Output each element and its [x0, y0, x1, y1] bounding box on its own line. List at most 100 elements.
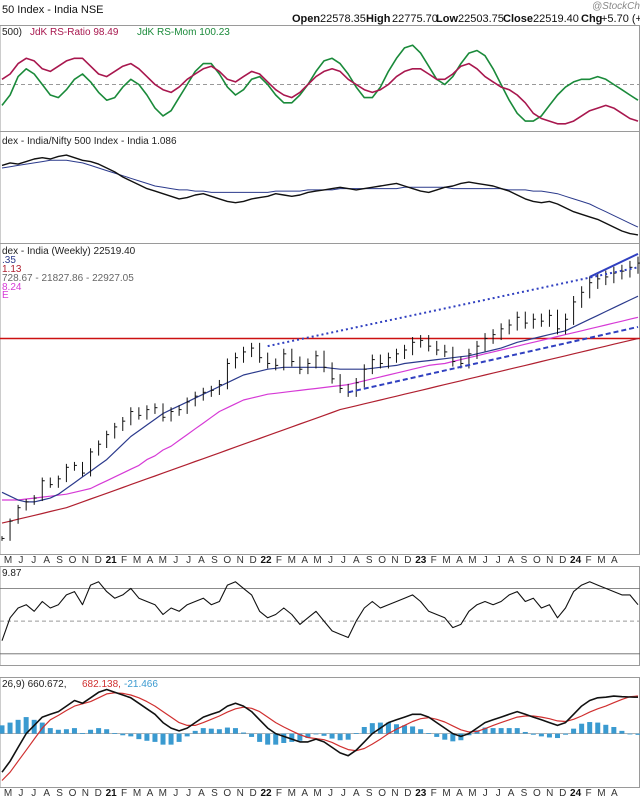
x-tick-label: A	[611, 555, 618, 566]
x-tick-label: J	[31, 788, 36, 799]
x-tick-label: N	[546, 788, 553, 799]
x-tick-label: F	[585, 555, 591, 566]
macd-histogram-bar	[514, 728, 520, 734]
x-tick-label: A	[43, 555, 50, 566]
price-plot	[0, 252, 640, 541]
x-tick-label: N	[82, 555, 89, 566]
rsi-plot	[0, 581, 640, 655]
x-tick-label: 22	[260, 788, 272, 799]
macd-histogram-bar	[31, 719, 37, 734]
rrg-ratio-label: JdK RS-Ratio 98.49	[30, 27, 119, 38]
macd-histogram-bar	[160, 733, 166, 745]
x-tick-label: J	[173, 555, 178, 566]
x-tick-label: J	[173, 788, 178, 799]
x-tick-label: M	[4, 788, 12, 799]
macd-histogram-bar	[136, 733, 142, 740]
macd-histogram-bar	[490, 728, 496, 734]
macd-histogram-bar	[498, 728, 504, 734]
macd-histogram-bar	[71, 728, 77, 734]
rs-mom-line	[1, 44, 639, 122]
x-tick-label: J	[18, 555, 23, 566]
header-open-label: Open	[292, 13, 320, 25]
macd-histogram-bar	[289, 733, 295, 742]
price-ma3-label: 8.24	[2, 282, 22, 293]
x-tick-label: A	[301, 788, 308, 799]
x-tick-label: M	[4, 555, 12, 566]
macd-histogram-bar	[168, 733, 174, 745]
x-tick-label: F	[585, 788, 591, 799]
macd-histogram-bar	[579, 723, 585, 734]
x-tick-label: J	[328, 555, 333, 566]
macd-histogram-bar	[426, 733, 432, 734]
price-ma1-label: .35	[2, 255, 16, 266]
rising-trendline-dotted	[267, 266, 639, 348]
x-tick-label: O	[533, 555, 541, 566]
macd-histogram-bar	[530, 733, 536, 735]
macd-histogram-bar	[353, 733, 359, 734]
x-tick-label: 21	[106, 788, 118, 799]
ratio-plot	[1, 154, 639, 236]
macd-histogram-bar	[385, 722, 391, 734]
x-tick-label: O	[69, 555, 77, 566]
x-tick-label: S	[56, 788, 63, 799]
header-high-value: 22775.70	[392, 13, 438, 25]
macd-histogram-bar	[15, 719, 21, 734]
x-tick-label: A	[198, 788, 205, 799]
x-tick-label: J	[341, 555, 346, 566]
header-open-value: 22578.35	[320, 13, 366, 25]
x-tick-label: M	[288, 788, 296, 799]
rrg-panel-frame	[0, 25, 640, 132]
price-ma2-label: 1.13	[2, 264, 22, 275]
x-tick-label: S	[521, 555, 528, 566]
macd-histogram-bar	[321, 733, 327, 736]
macd-plot	[0, 688, 640, 781]
x-tick-label: O	[378, 555, 386, 566]
x-tick-label: 23	[415, 555, 427, 566]
x-tick-label: S	[211, 555, 218, 566]
header-low-label: Low	[436, 13, 458, 25]
ratio-line	[1, 154, 639, 236]
macd-histogram-bar	[176, 733, 182, 742]
macd-histogram-bar	[546, 733, 552, 738]
macd-histogram-bar	[627, 733, 633, 735]
x-tick-label: M	[159, 788, 167, 799]
x-tick-label: N	[546, 555, 553, 566]
macd-histogram-bar	[80, 733, 86, 734]
x-tick-label: D	[559, 788, 566, 799]
macd-histogram-bar	[152, 733, 158, 742]
x-tick-label: F	[276, 555, 282, 566]
macd-histogram-bar	[450, 733, 456, 742]
macd-histogram-bar	[249, 733, 255, 737]
macd-histogram-bar	[402, 725, 408, 734]
x-tick-label: S	[211, 788, 218, 799]
x-tick-label: N	[237, 555, 244, 566]
x-tick-label: A	[611, 788, 618, 799]
x-tick-label: A	[147, 788, 154, 799]
x-tick-label: A	[508, 555, 515, 566]
macd-histogram-bar	[410, 726, 416, 734]
x-tick-label: A	[456, 555, 463, 566]
macd-hist-label: -21.466	[124, 679, 158, 690]
macd-histogram-bar	[144, 733, 150, 741]
ma-red-line	[1, 337, 639, 524]
price-panel-label: dex - India (Weekly) 22519.40	[2, 246, 136, 257]
x-tick-label: N	[391, 788, 398, 799]
x-tick-label: J	[483, 555, 488, 566]
rs-ratio-line	[1, 57, 639, 125]
macd-histogram-bar	[0, 725, 5, 734]
macd-histogram-bar	[232, 728, 238, 734]
x-tick-label: F	[276, 788, 282, 799]
macd-histogram-bar	[265, 733, 271, 745]
x-tick-label: M	[442, 788, 450, 799]
macd-histogram-bar	[603, 724, 609, 734]
macd-histogram-bar	[538, 733, 544, 737]
macd-histogram-bar	[442, 733, 448, 740]
x-tick-label: M	[133, 555, 141, 566]
x-tick-label: M	[313, 788, 321, 799]
x-tick-label: A	[353, 555, 360, 566]
macd-histogram-bar	[96, 728, 102, 734]
chart-header: 50 Index - India NSE Open 22578.35 High …	[2, 1, 640, 25]
x-tick-label: J	[186, 555, 191, 566]
x-tick-label: M	[313, 555, 321, 566]
